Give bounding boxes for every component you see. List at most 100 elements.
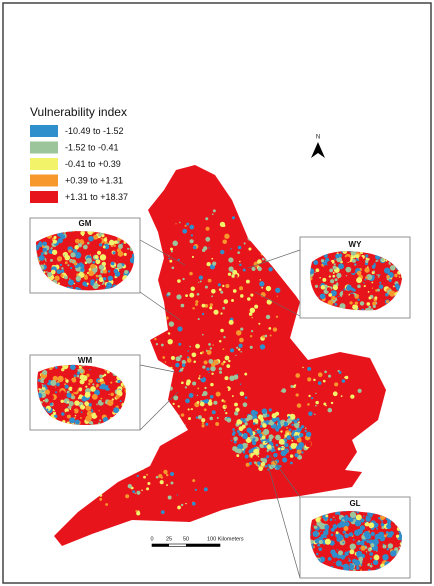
district <box>304 429 308 433</box>
district <box>283 400 287 403</box>
district <box>99 374 103 379</box>
district <box>354 520 362 527</box>
district <box>388 279 392 282</box>
district <box>237 448 243 454</box>
district <box>201 333 204 336</box>
district <box>361 540 364 543</box>
district <box>317 381 322 385</box>
district <box>207 278 212 283</box>
district <box>355 254 360 259</box>
district <box>204 303 209 308</box>
district <box>68 386 73 392</box>
district <box>240 350 243 353</box>
district <box>357 284 361 289</box>
district <box>92 282 99 290</box>
district <box>319 293 326 300</box>
district <box>365 550 368 553</box>
district <box>319 276 321 279</box>
district <box>365 259 369 264</box>
district <box>278 425 280 427</box>
district <box>296 437 302 443</box>
district <box>167 495 172 500</box>
district <box>155 475 159 479</box>
district <box>364 278 367 281</box>
district <box>59 263 63 267</box>
district <box>194 488 197 491</box>
district <box>72 248 78 254</box>
district <box>265 441 267 444</box>
district <box>247 297 251 301</box>
district <box>46 257 53 264</box>
district <box>232 428 235 431</box>
district <box>377 531 385 538</box>
district <box>302 366 304 369</box>
district <box>286 435 292 440</box>
district <box>117 380 121 383</box>
district <box>86 411 88 413</box>
district <box>220 290 224 294</box>
district <box>370 262 372 264</box>
district <box>385 259 388 262</box>
district <box>57 237 63 244</box>
district <box>136 511 141 516</box>
district <box>39 250 42 254</box>
district <box>81 395 88 402</box>
district <box>228 359 231 363</box>
district <box>87 231 94 235</box>
district <box>131 253 135 258</box>
district <box>223 400 226 403</box>
district <box>329 268 334 273</box>
district <box>250 330 254 333</box>
district <box>84 401 90 407</box>
district <box>358 294 365 302</box>
district <box>80 267 85 272</box>
district <box>363 285 366 288</box>
district <box>99 419 102 422</box>
district <box>61 412 65 416</box>
district <box>189 271 193 276</box>
district <box>339 521 346 528</box>
district <box>357 540 361 543</box>
district <box>127 265 130 268</box>
district <box>36 244 40 251</box>
north-label: N <box>316 135 320 141</box>
district <box>372 538 379 546</box>
district <box>332 266 336 269</box>
district <box>64 384 69 389</box>
district <box>191 255 194 258</box>
district <box>91 373 94 377</box>
district <box>182 496 185 498</box>
district <box>322 541 325 544</box>
district <box>102 277 107 281</box>
district <box>225 412 228 415</box>
district <box>225 284 230 289</box>
district <box>266 455 270 459</box>
district <box>100 269 104 274</box>
district <box>93 411 95 413</box>
district <box>63 415 67 418</box>
district <box>222 239 228 245</box>
district <box>273 452 278 458</box>
district <box>96 235 98 238</box>
district <box>171 266 175 270</box>
district <box>336 537 341 542</box>
district <box>251 316 254 319</box>
district <box>339 286 344 291</box>
district <box>330 527 335 532</box>
district <box>81 391 86 396</box>
district <box>392 285 395 288</box>
legend-label: +1.31 to +18.37 <box>65 192 128 202</box>
district <box>203 246 208 251</box>
district <box>212 385 217 390</box>
district <box>290 385 294 388</box>
district <box>327 407 333 413</box>
district <box>102 245 106 249</box>
district <box>165 473 169 477</box>
district <box>50 258 53 262</box>
district <box>224 376 229 381</box>
district <box>315 516 321 523</box>
district <box>236 374 239 376</box>
district <box>387 543 394 549</box>
district <box>344 256 351 263</box>
district <box>110 261 115 266</box>
